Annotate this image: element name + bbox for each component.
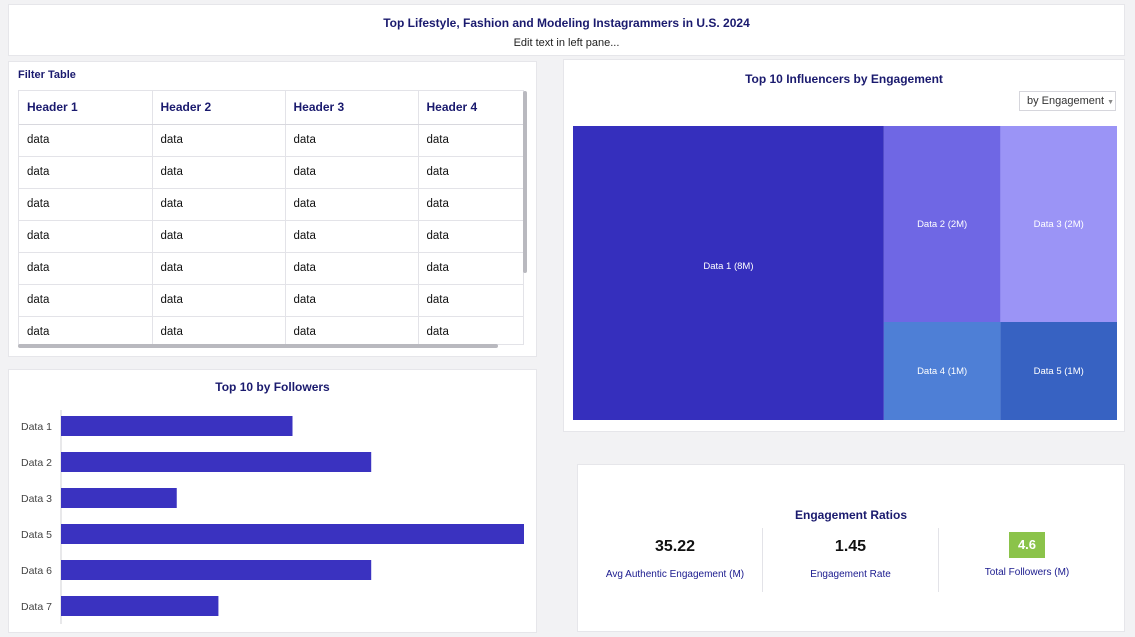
table-cell: data (418, 220, 523, 253)
bar[interactable] (61, 416, 293, 436)
table-cell: data (285, 252, 419, 285)
bar[interactable] (61, 560, 372, 580)
kpi-value-badge: 4.6 (1009, 532, 1045, 558)
table-cell: data (19, 316, 153, 344)
bar-category-label: Data 1 (21, 421, 52, 433)
treemap-tile-label: Data 4 (1M) (917, 366, 967, 377)
kpi-value: 35.22 (654, 538, 696, 555)
table-cell: data (152, 156, 286, 189)
table-cell: data (418, 252, 523, 285)
table-row[interactable]: data data data data (19, 220, 523, 253)
table-row[interactable]: data data data data (19, 124, 523, 157)
bar-chart-title: Top 10 by Followers (215, 380, 330, 394)
followers-bar-chart: Data 1 Data 2 Data 3 Data 5 Data 6 Data 7 (21, 410, 524, 624)
table-cell: data (152, 316, 286, 344)
table-vertical-scrollbar[interactable] (523, 91, 527, 273)
treemap-tile-label: Data 3 (2M) (1034, 219, 1084, 230)
table-cell: data (19, 284, 153, 317)
followers-bar-chart-panel: Top 10 by Followers Data 1 Data 2 Data 3 Da… (8, 369, 537, 633)
treemap-tile-label: Data 5 (1M) (1034, 366, 1084, 377)
treemap-tile-label: Data 1 (8M) (703, 261, 753, 272)
table-cell: data (152, 124, 286, 157)
metric-dropdown[interactable]: by Engagement ▼ (1019, 91, 1116, 111)
treemap-tile[interactable] (883, 126, 1001, 322)
treemap-tile-label: Data 2 (2M) (917, 219, 967, 230)
table-cell: data (19, 220, 153, 253)
treemap-tile[interactable] (573, 126, 884, 420)
treemap-tile[interactable] (883, 322, 1001, 420)
treemap-tile[interactable] (1000, 322, 1117, 420)
table-cell: data (418, 188, 523, 221)
kpi-label: Engagement Rate (810, 569, 891, 580)
dashboard-header: Top Lifestyle, Fashion and Modeling Inst… (8, 4, 1125, 56)
treemap-tile[interactable] (1000, 126, 1117, 322)
column-header-1[interactable]: Header 1 (19, 91, 153, 125)
table-cell: data (285, 316, 419, 344)
kpi-total-followers: 4.6 Total Followers (M) (939, 528, 1115, 592)
table-cell: data (285, 156, 419, 189)
table-header-row: Header 1 Header 2 Header 3 Header 4 (19, 91, 523, 125)
table-horizontal-scrollbar[interactable] (18, 344, 498, 348)
kpi-avg-authentic-engagement: 35.22 Avg Authentic Engagement (M) (588, 528, 763, 592)
table-cell: data (152, 252, 286, 285)
filter-table-panel: Filter Table Header 1 Header 2 Header 3 … (8, 61, 537, 357)
filter-table: Header 1 Header 2 Header 3 Header 4 data… (19, 91, 523, 344)
dashboard-subtitle[interactable]: Edit text in left pane... (513, 37, 620, 49)
table-cell: data (285, 188, 419, 221)
engagement-ratios-panel: Engagement Ratios 35.22 Avg Authentic En… (577, 464, 1125, 632)
table-cell: data (418, 284, 523, 317)
bar-category-label: Data 6 (21, 565, 52, 577)
chevron-down-icon: ▼ (1107, 99, 1114, 106)
bar-category-label: Data 3 (21, 493, 52, 505)
filter-table-title: Filter Table (18, 69, 76, 81)
bar[interactable] (61, 452, 372, 472)
table-row[interactable]: data data data data (19, 316, 523, 344)
table-cell: data (285, 284, 419, 317)
kpi-engagement-rate: 1.45 Engagement Rate (763, 528, 939, 592)
table-row[interactable]: data data data data (19, 284, 523, 317)
table-row[interactable]: data data data data (19, 188, 523, 221)
table-cell: data (418, 316, 523, 344)
table-row[interactable]: data data data data (19, 252, 523, 285)
table-cell: data (285, 220, 419, 253)
metric-dropdown-value: by Engagement (1027, 95, 1105, 107)
filter-table-viewport: Header 1 Header 2 Header 3 Header 4 data… (18, 90, 524, 345)
table-cell: data (418, 156, 523, 189)
table-cell: data (19, 124, 153, 157)
bar-category-label: Data 7 (21, 601, 52, 613)
engagement-treemap-panel: Top 10 Influencers by Engagement by Enga… (563, 59, 1125, 432)
table-cell: data (19, 252, 153, 285)
bar-category-label: Data 5 (21, 529, 52, 541)
bar[interactable] (61, 596, 219, 616)
kpi-label: Avg Authentic Engagement (M) (605, 569, 745, 580)
table-row[interactable]: data data data data (19, 156, 523, 189)
table-cell: data (19, 188, 153, 221)
table-cell: data (152, 188, 286, 221)
column-header-2[interactable]: Header 2 (152, 91, 286, 125)
column-header-4[interactable]: Header 4 (418, 91, 523, 125)
bar[interactable] (61, 524, 524, 544)
table-cell: data (285, 124, 419, 157)
table-cell: data (152, 220, 286, 253)
engagement-treemap: Data 1 (8M) Data 2 (2M) Data 3 (2M) Data 4 … (573, 126, 1117, 420)
bar[interactable] (61, 488, 177, 508)
kpi-label: Total Followers (M) (984, 567, 1070, 578)
treemap-title: Top 10 Influencers by Engagement (745, 72, 943, 86)
table-cell: data (418, 124, 523, 157)
column-header-3[interactable]: Header 3 (285, 91, 419, 125)
dashboard-title: Top Lifestyle, Fashion and Modeling Inst… (383, 16, 750, 30)
engagement-ratios-title: Engagement Ratios (794, 508, 908, 522)
kpi-value: 1.45 (834, 538, 867, 555)
table-cell: data (19, 156, 153, 189)
bar-category-label: Data 2 (21, 457, 52, 469)
table-cell: data (152, 284, 286, 317)
